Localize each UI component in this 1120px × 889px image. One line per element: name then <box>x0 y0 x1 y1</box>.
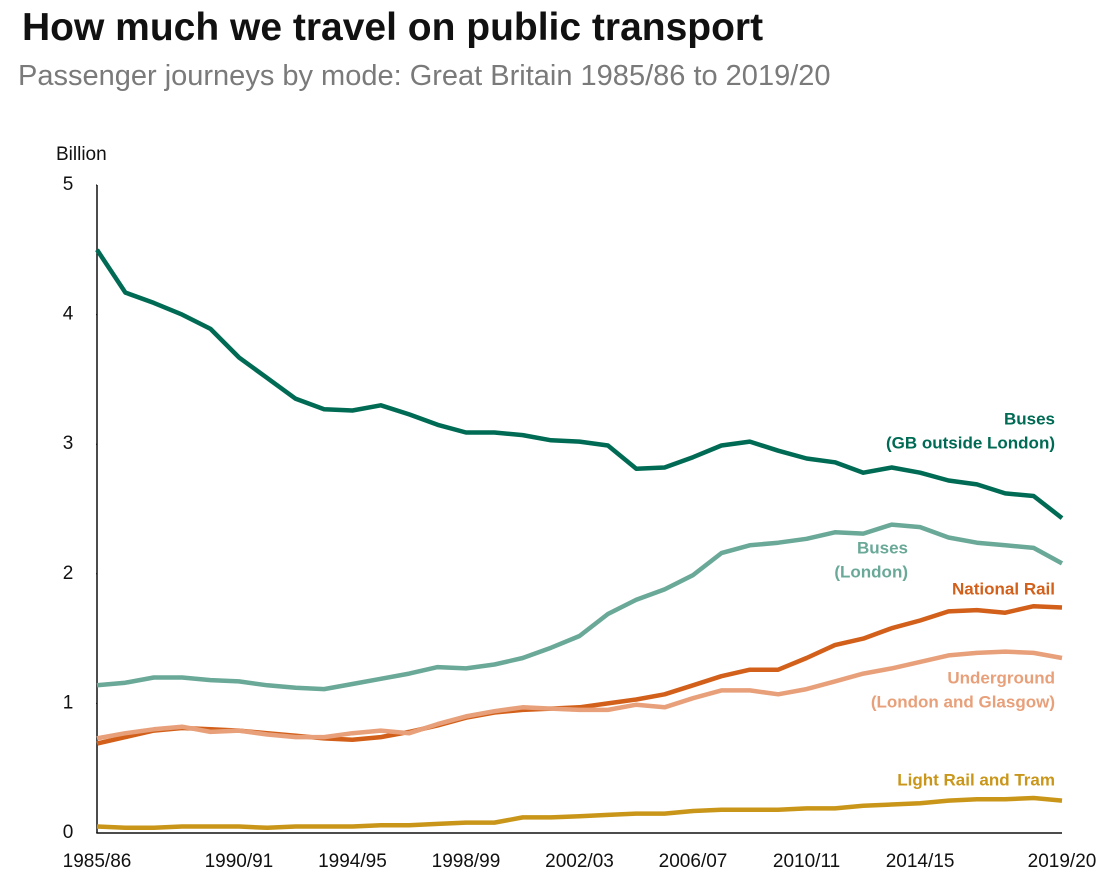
x-tick-label: 1998/99 <box>432 851 501 872</box>
x-tick-label: 2006/07 <box>659 851 728 872</box>
y-tick-label: 0 <box>63 822 74 843</box>
series-label: National Rail <box>952 579 1055 598</box>
x-tick-label: 2010/11 <box>773 851 840 872</box>
y-tick-label: 2 <box>63 563 74 584</box>
y-axis-label: Billion <box>56 144 107 165</box>
x-tick-label: 2014/15 <box>886 851 955 872</box>
y-tick-label: 4 <box>63 304 74 325</box>
series-label: Underground <box>947 668 1055 687</box>
chart-subtitle: Passenger journeys by mode: Great Britai… <box>18 60 831 92</box>
x-tick-label: 1994/95 <box>318 851 387 872</box>
series-label: Buses <box>857 538 908 557</box>
chart-title: How much we travel on public transport <box>22 6 764 49</box>
x-tick-label: 2019/20 <box>1028 851 1097 872</box>
y-tick-label: 3 <box>63 433 74 454</box>
series-label: (London) <box>834 562 908 581</box>
y-tick-label: 1 <box>63 692 74 713</box>
series-line <box>96 795 1063 831</box>
series-line <box>96 649 1063 741</box>
series-label: Light Rail and Tram <box>897 770 1055 789</box>
series-label: (GB outside London) <box>886 433 1055 452</box>
series-line <box>96 603 1063 746</box>
y-tick-label: 5 <box>63 174 74 195</box>
series-line <box>95 248 1064 520</box>
x-tick-label: 2002/03 <box>545 851 614 872</box>
x-tick-label: 1990/91 <box>205 851 274 872</box>
x-tick-label: 1985/86 <box>63 851 132 872</box>
series-label: Buses <box>1004 409 1055 428</box>
series-line <box>96 522 1064 692</box>
series-label: (London and Glasgow) <box>871 692 1055 711</box>
